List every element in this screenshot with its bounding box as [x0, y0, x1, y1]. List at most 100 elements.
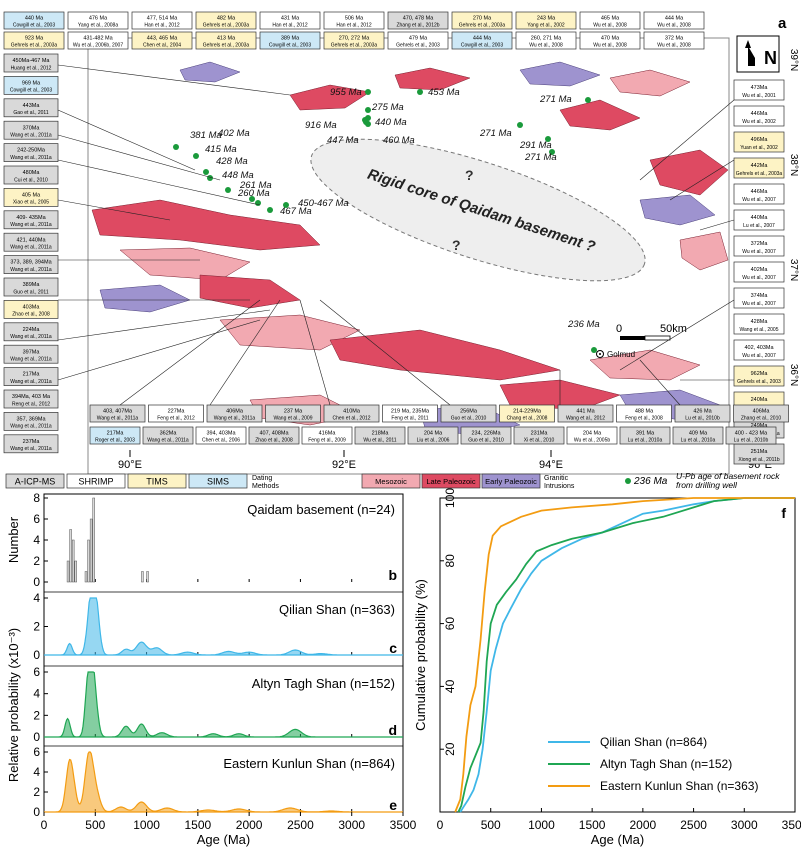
- ref-age: 446Ma: [751, 189, 769, 195]
- ref-citation: Han et al., 2012: [272, 22, 308, 28]
- lon-tick: 90°E: [118, 459, 142, 471]
- y-tick-label: 2: [33, 785, 40, 799]
- ref-age: 256Ma: [460, 409, 478, 415]
- y-tick-label: 8: [33, 491, 40, 505]
- map-age-text: 955 Ma: [330, 87, 362, 98]
- ref-citation: Wang et al., 2011a: [10, 155, 52, 161]
- ref-age: 465 Ma: [601, 16, 620, 22]
- ref-age: 431 Ma: [281, 16, 300, 22]
- legend-well-text: U-Pb age of basement rock from drilling w…: [676, 471, 780, 490]
- ref-box-right: 962Ma Gehrels et al., 2003: [733, 365, 785, 387]
- ref-box-right: 446Ma Wu et al., 2002: [733, 105, 785, 127]
- ref-box-right: 446Ma Wu et al., 2007: [733, 183, 785, 205]
- y-tick-label: 4: [33, 687, 40, 701]
- ref-citation: Xiong et al., 2011b: [738, 457, 780, 463]
- ref-citation: Gehrels et al., 2003a: [203, 22, 250, 28]
- y-tick-label: 0: [33, 575, 40, 589]
- ref-age: 443, 465 Ma: [147, 36, 179, 42]
- map-age-text: 271 Ma: [539, 94, 572, 105]
- ref-citation: Gehrels et al., 2003a: [11, 42, 58, 48]
- map-age-text: 448 Ma: [222, 170, 254, 181]
- ref-age: 260, 271 Ma: [531, 36, 563, 42]
- panel-letter: d: [388, 722, 397, 738]
- scale-label: 50km: [660, 323, 687, 335]
- methods-title: Dating Methods: [252, 475, 279, 490]
- golmud-marker: Golmud: [596, 350, 635, 359]
- map-age: 261 Ma: [239, 180, 272, 202]
- ref-age: 426 Ma: [693, 409, 712, 415]
- ref-citation: Xi et al., 2010: [524, 437, 555, 443]
- ref-age: 372 Ma: [665, 36, 684, 42]
- ref-age: 446Ma: [751, 111, 769, 117]
- y-tick-label: 2: [33, 554, 40, 568]
- legend-method-label: TIMS: [146, 477, 168, 487]
- well-dot: [365, 121, 371, 127]
- well-dot: [591, 347, 597, 353]
- leader-lines: [57, 64, 735, 406]
- ref-box-right: 473Ma Wu et al., 2001: [733, 79, 785, 101]
- ref-box-right: 428Ma Wang et al., 2005: [733, 313, 785, 335]
- f-legend-label: Altyn Tagh Shan (n=152): [600, 757, 732, 771]
- map-panel: Rigid core of Qaidam basement ? ? ?: [3, 11, 799, 475]
- y-tick-label: 6: [33, 512, 40, 526]
- ref-age: 227Ma: [168, 409, 186, 415]
- f-legend: Qilian Shan (n=864) Altyn Tagh Shan (n=15…: [548, 735, 758, 793]
- y-tick-label: 4: [33, 533, 40, 547]
- legend-intrusion: Mesozoic: [361, 473, 421, 489]
- ref-age: 224Ma: [23, 327, 41, 333]
- ref-citation: Feng et al., 2009: [308, 437, 346, 443]
- ref-age: 204 Ma: [583, 431, 602, 437]
- ref-age: 405 Ma: [22, 193, 41, 199]
- ref-age: 407, 408Ma: [259, 431, 289, 437]
- legend-intrusion-label: Mesozoic: [375, 477, 407, 486]
- ref-age: 441 Ma: [576, 409, 595, 415]
- ref-citation: Chen et al., 2006: [202, 437, 240, 443]
- map-age-text: 460 Ma: [383, 135, 415, 146]
- x-tick-label: 3500: [390, 818, 417, 832]
- map-age: 291 Ma: [519, 136, 552, 151]
- ref-citation: Guo et al., 2010: [451, 415, 487, 421]
- ref-box-right: 496Ma Yuan et al., 2002: [733, 131, 785, 153]
- legend-method: TIMS: [127, 473, 187, 489]
- ref-citation: Feng et al., 2008: [625, 415, 663, 421]
- well-dot: [173, 144, 179, 150]
- ref-age: 204 Ma: [424, 431, 443, 437]
- ref-citation: Wang et al., 2005: [739, 327, 778, 333]
- x-tick-label: 500: [85, 818, 105, 832]
- question-mark-2: ?: [452, 237, 461, 253]
- histogram-bar: [84, 571, 88, 583]
- panel-letter: c: [389, 640, 397, 656]
- cumulative-line: [457, 497, 795, 813]
- ref-citation: Gao et al., 2011: [13, 110, 48, 116]
- legend-method: SIMS: [188, 473, 248, 489]
- ref-citation: Gehrels et al., 2003a: [203, 42, 250, 48]
- lon-tick: 94°E: [539, 459, 563, 471]
- x-tick-label: 3000: [338, 818, 365, 832]
- y-tick-label: 0: [33, 805, 40, 819]
- ref-age: 389 Ma: [281, 36, 300, 42]
- ref-age: 370Ma: [23, 125, 41, 131]
- ref-citation: Gehrels et al., 2003: [737, 379, 781, 385]
- ref-citation: Chang et al., 2008: [507, 415, 548, 421]
- ref-citation: Wang et al., 2011a: [214, 415, 256, 421]
- ref-age: 403Ma: [23, 305, 41, 311]
- scale-zero: 0: [616, 323, 622, 335]
- ref-age: 477, 514 Ma: [147, 16, 179, 22]
- legend-well-age: 236 Ma: [633, 476, 668, 487]
- panel-a-letter: a: [778, 15, 787, 32]
- ref-citation: Feng et al., 2012: [157, 415, 195, 421]
